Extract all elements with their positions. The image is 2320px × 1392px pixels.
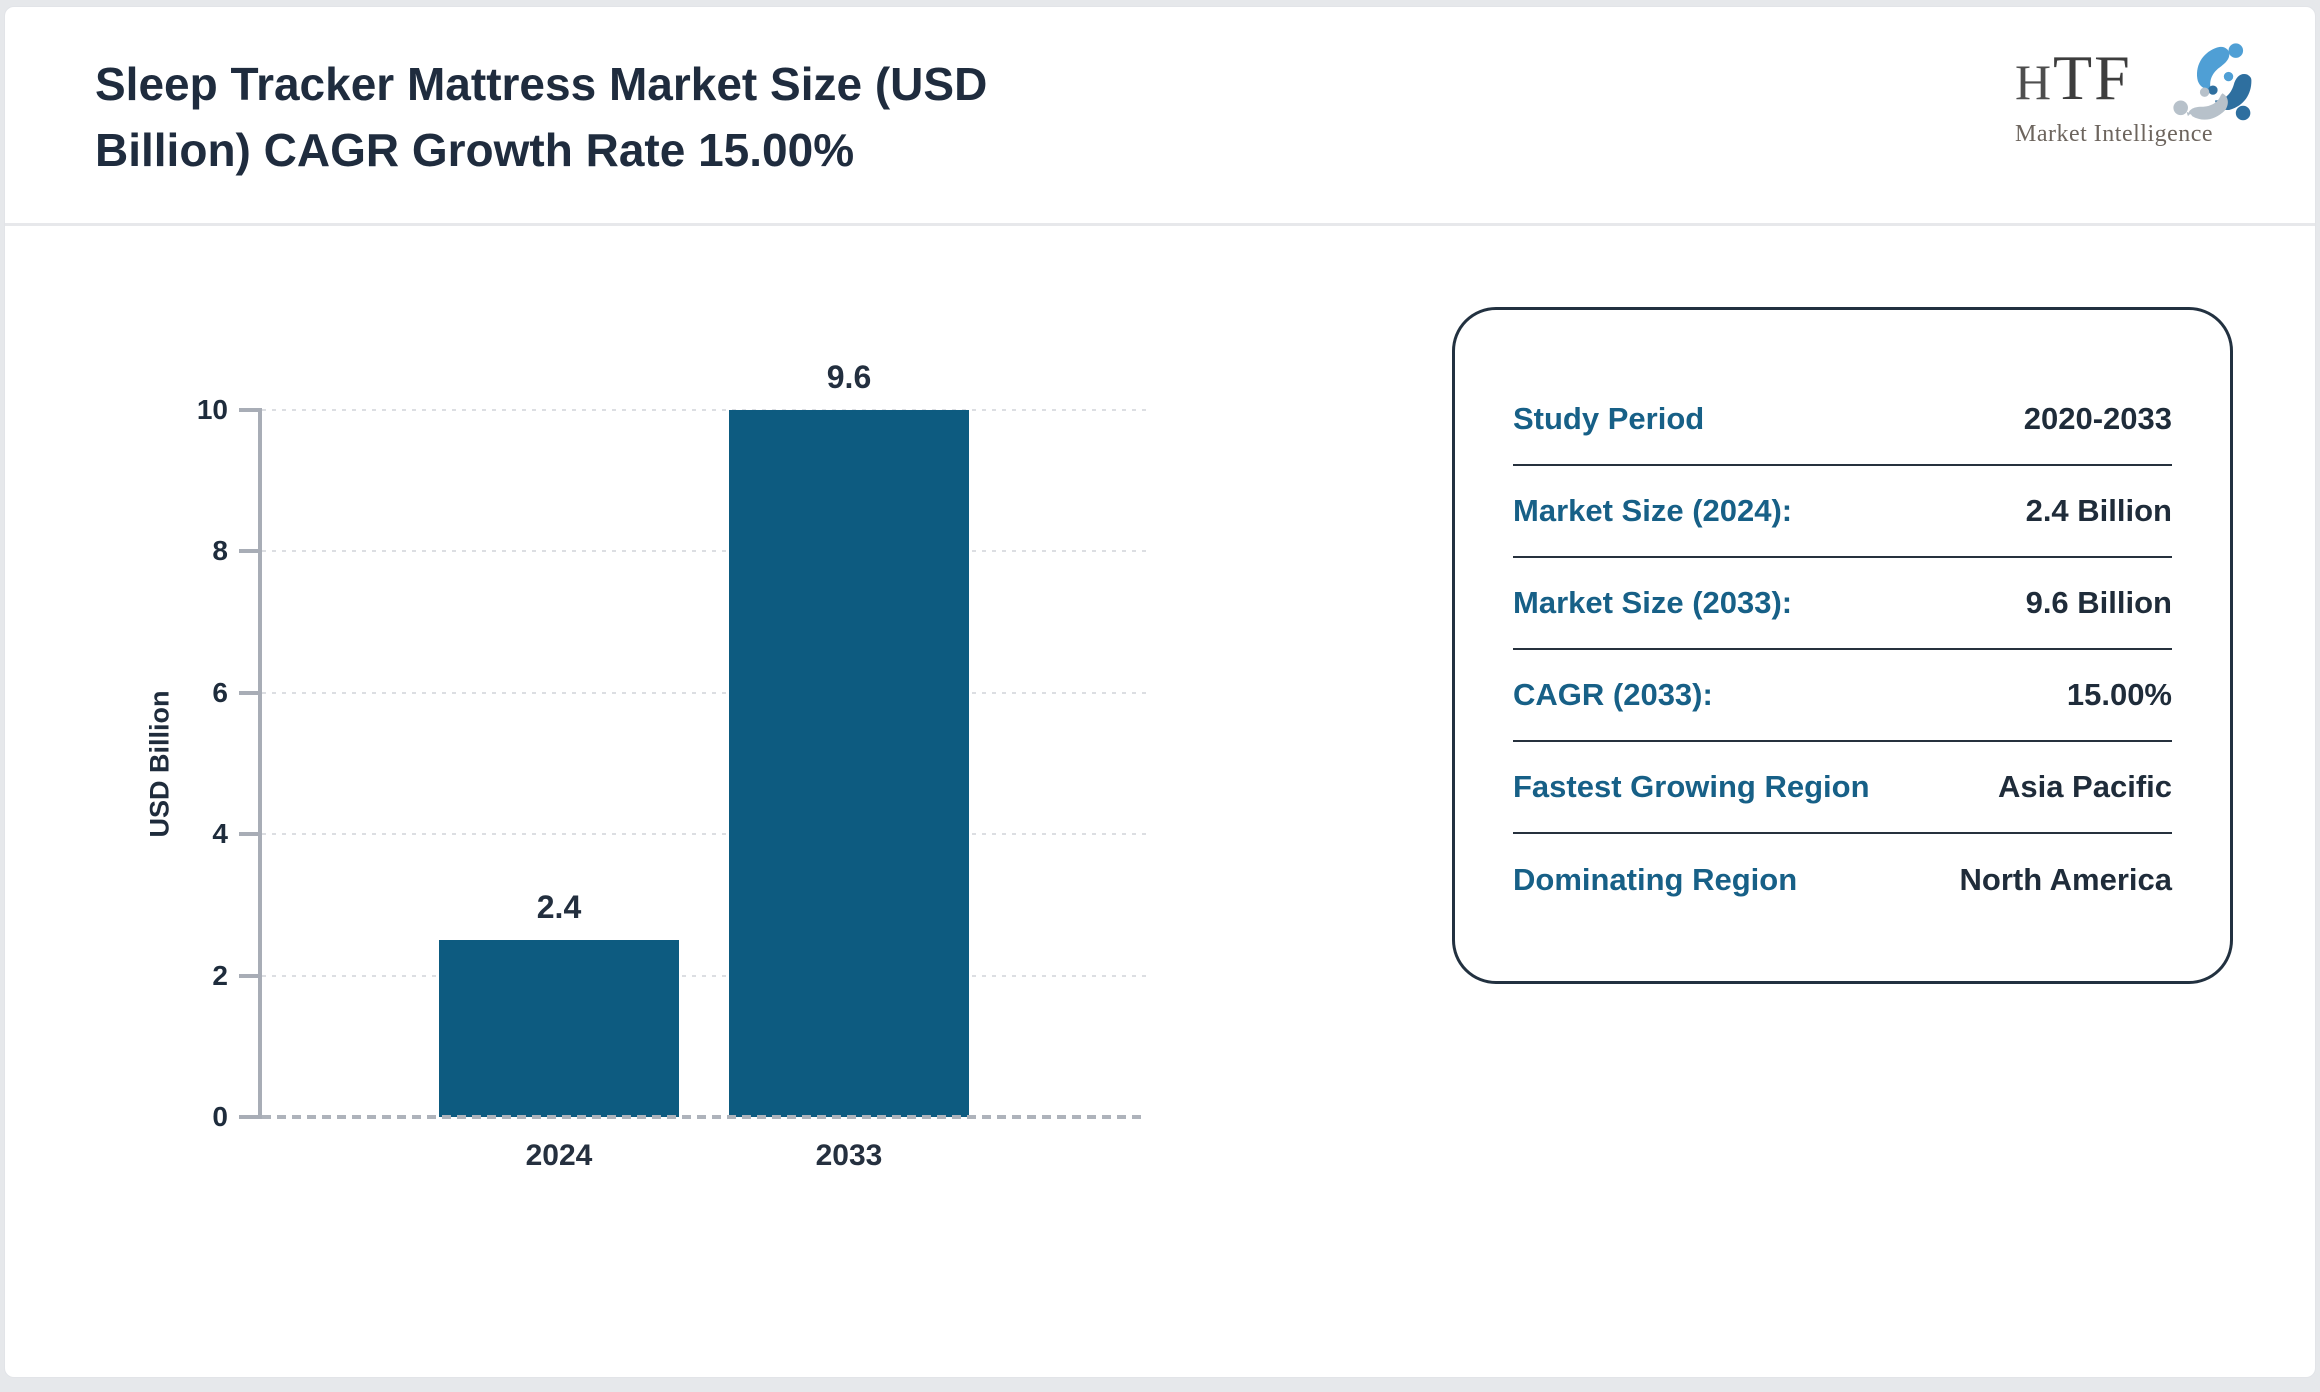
- page-title-line-1: Sleep Tracker Mattress Market Size (USD: [95, 58, 988, 110]
- y-tick-label: 4: [212, 818, 228, 850]
- y-tick-mark: [239, 549, 258, 554]
- infographic-card: Sleep Tracker Mattress Market Size (USD …: [4, 6, 2316, 1378]
- summary-row: Study Period 2020-2033: [1513, 374, 2172, 466]
- market-summary-table: Study Period 2020-2033 Market Size (2024):…: [1513, 374, 2172, 926]
- y-tick-label: 0: [212, 1101, 228, 1132]
- y-tick-mark: [239, 832, 258, 837]
- gridline: [262, 833, 1146, 836]
- bar-group-2024: 2.4 2024: [439, 410, 679, 1172]
- y-tick-mark: [239, 408, 258, 412]
- market-summary-panel: Study Period 2020-2033 Market Size (2024):…: [1452, 307, 2233, 984]
- bar-chart-plot-area: 2.4 2024 9.6 2033: [262, 359, 1146, 1172]
- htf-logo-text: HTF: [2015, 42, 2132, 113]
- summary-row: CAGR (2033): 15.00%: [1513, 650, 2172, 742]
- y-axis-ticks: 0 2 4 6 8 10: [155, 394, 258, 1132]
- gridline: [262, 409, 1146, 411]
- htf-logo-subtitle: Market Intelligence: [2015, 121, 2214, 147]
- gridline: [262, 974, 1146, 977]
- summary-row-value: Asia Pacific: [1997, 769, 2172, 804]
- y-tick-label: 8: [212, 535, 228, 567]
- summary-row-label: Study Period: [1513, 401, 1705, 436]
- summary-row-label: CAGR (2033):: [1513, 677, 1713, 712]
- summary-row-label: Market Size (2024):: [1513, 493, 1793, 528]
- page-title: Sleep Tracker Mattress Market Size (USD …: [95, 51, 1295, 183]
- header-divider: [5, 223, 2315, 226]
- y-tick-mark: [239, 690, 258, 695]
- bar-value-label: 9.6: [826, 359, 872, 395]
- summary-row: Fastest Growing Region Asia Pacific: [1513, 742, 2172, 834]
- x-tick-label: 2033: [815, 1139, 883, 1172]
- gridline: [262, 550, 1146, 553]
- page-title-line-2: Billion) CAGR Growth Rate 15.00%: [95, 124, 855, 176]
- x-axis-baseline: [262, 1115, 1146, 1119]
- bar-value-label: 2.4: [536, 889, 582, 926]
- y-axis-line: [258, 408, 262, 1119]
- summary-row-label: Fastest Growing Region: [1513, 769, 1870, 804]
- summary-row-value: 2020-2033: [2023, 401, 2172, 436]
- bar-2024: [439, 940, 679, 1117]
- summary-row: Market Size (2033): 9.6 Billion: [1513, 558, 2172, 650]
- summary-row-value: North America: [1959, 862, 2172, 897]
- bar-2033: [729, 410, 969, 1117]
- summary-row: Dominating Region North America: [1513, 834, 2172, 926]
- summary-row: Market Size (2024): 2.4 Billion: [1513, 466, 2172, 558]
- y-tick-label: 10: [196, 394, 228, 425]
- y-tick-label: 2: [212, 959, 228, 991]
- summary-row-value: 15.00%: [2066, 677, 2172, 712]
- summary-row-value: 2.4 Billion: [2025, 493, 2172, 528]
- y-tick-mark: [239, 1115, 258, 1119]
- summary-row-label: Dominating Region: [1513, 862, 1798, 897]
- x-tick-label: 2024: [525, 1139, 593, 1172]
- y-tick-label: 6: [212, 676, 228, 708]
- htf-logo: HTF Market Intelligence: [2015, 42, 2252, 177]
- htf-swirl-icon: [2173, 43, 2252, 121]
- summary-row-label: Market Size (2033):: [1513, 585, 1793, 620]
- bars-container: 2.4 2024 9.6 2033: [262, 359, 1146, 1172]
- y-tick-mark: [239, 973, 258, 978]
- gridline: [262, 691, 1146, 694]
- summary-row-value: 9.6 Billion: [2025, 585, 2172, 620]
- bar-group-2033: 9.6 2033: [729, 359, 969, 1172]
